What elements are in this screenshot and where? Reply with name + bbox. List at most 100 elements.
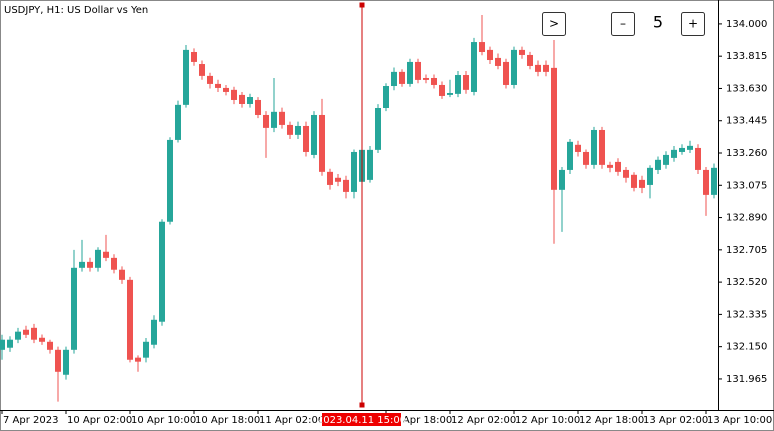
candle-body bbox=[479, 42, 485, 52]
candle-body bbox=[231, 89, 237, 100]
candle-body bbox=[95, 249, 101, 268]
candle-body bbox=[607, 164, 613, 168]
candle-body bbox=[279, 111, 285, 125]
zoom-value: 5 bbox=[653, 13, 663, 32]
candle-body bbox=[239, 94, 245, 104]
candle-body bbox=[455, 75, 461, 94]
crosshair-handle bbox=[359, 402, 365, 408]
candle-body bbox=[447, 92, 453, 95]
y-tick-label: 132.890 bbox=[726, 213, 767, 224]
y-tick-label: 132.335 bbox=[726, 309, 767, 320]
candle-body bbox=[159, 221, 165, 322]
candle-body bbox=[383, 86, 389, 108]
candle-body bbox=[175, 104, 181, 140]
candle-body bbox=[439, 84, 445, 96]
candle-body bbox=[391, 71, 397, 87]
candle-body bbox=[463, 75, 469, 90]
candle-body bbox=[623, 169, 629, 178]
candle-body bbox=[47, 341, 53, 350]
y-tick-label: 133.445 bbox=[726, 116, 767, 127]
candle-body bbox=[431, 77, 437, 85]
button[interactable]: – bbox=[611, 12, 635, 36]
candle-body bbox=[335, 177, 341, 182]
candle-body bbox=[375, 107, 381, 150]
candle-body bbox=[135, 357, 141, 362]
candle-body bbox=[79, 261, 85, 268]
candle-body bbox=[311, 114, 317, 155]
candle-body bbox=[343, 179, 349, 192]
candle-body bbox=[407, 61, 413, 84]
candle-body bbox=[0, 339, 5, 350]
button-label[interactable]: + bbox=[688, 17, 698, 31]
candle-body bbox=[255, 99, 261, 115]
y-tick-label: 132.150 bbox=[726, 342, 767, 353]
candle-body bbox=[487, 49, 493, 61]
x-tick-label: 10 Apr 02:00 bbox=[67, 415, 132, 426]
candle-body bbox=[151, 319, 157, 345]
y-tick-label: 133.815 bbox=[726, 51, 767, 62]
button-label[interactable]: > bbox=[549, 17, 559, 31]
candle-body bbox=[503, 61, 509, 85]
candle-body bbox=[327, 171, 333, 185]
x-tick-label: 10 Apr 10:00 bbox=[131, 415, 196, 426]
candle-body bbox=[471, 42, 477, 92]
candle-body bbox=[679, 147, 685, 152]
candle-body bbox=[535, 64, 541, 72]
candle-body bbox=[23, 329, 29, 335]
x-tick-label: 7 Apr 2023 bbox=[3, 415, 58, 426]
x-tick-label: 13 Apr 02:00 bbox=[643, 415, 708, 426]
candle-body bbox=[87, 261, 93, 268]
candle-body bbox=[39, 337, 45, 342]
candle-body bbox=[423, 77, 429, 80]
candle-body bbox=[303, 125, 309, 152]
candle-body bbox=[223, 87, 229, 92]
candle-body bbox=[511, 49, 517, 85]
candle-body bbox=[143, 341, 149, 358]
y-tick-label: 133.630 bbox=[726, 83, 767, 94]
candle-body bbox=[519, 49, 525, 55]
y-tick-label: 132.520 bbox=[726, 277, 767, 288]
button[interactable]: + bbox=[681, 12, 705, 36]
candle-body bbox=[63, 349, 69, 375]
candle-body bbox=[119, 269, 125, 280]
button-label[interactable]: – bbox=[620, 17, 626, 31]
candle-body bbox=[319, 114, 325, 172]
candle-body bbox=[711, 167, 717, 195]
candle-body bbox=[567, 141, 573, 170]
candle-body bbox=[127, 279, 133, 360]
candle-body bbox=[599, 129, 605, 165]
candle-body bbox=[295, 125, 301, 135]
candle-body bbox=[111, 257, 117, 270]
candle-body bbox=[167, 139, 173, 222]
candle-body bbox=[639, 179, 645, 188]
candle-body bbox=[591, 129, 597, 165]
chart-title: USDJPY, H1: US Dollar vs Yen bbox=[4, 5, 148, 16]
candle-body bbox=[207, 75, 213, 84]
candle-body bbox=[575, 144, 581, 152]
candle-body bbox=[247, 97, 253, 104]
y-tick-label: 131.965 bbox=[726, 374, 767, 385]
candle-body bbox=[31, 327, 37, 340]
button-frame[interactable] bbox=[542, 12, 566, 36]
candle-body bbox=[191, 51, 197, 62]
candle-body bbox=[71, 267, 77, 350]
candle-body bbox=[351, 151, 357, 192]
x-tick-label: 11 Apr 02:00 bbox=[259, 415, 324, 426]
button[interactable]: > bbox=[542, 12, 566, 36]
button-frame[interactable] bbox=[611, 12, 635, 36]
candle-body bbox=[183, 49, 189, 105]
x-tick-label: 12 Apr 18:00 bbox=[579, 415, 644, 426]
candle-body bbox=[655, 159, 661, 170]
y-tick-label: 132.705 bbox=[726, 245, 767, 256]
button-frame[interactable] bbox=[681, 12, 705, 36]
x-tick-label: 11 Apr 18:00 bbox=[387, 415, 452, 426]
candle-body bbox=[263, 114, 269, 128]
x-tick-label: 13 Apr 10:00 bbox=[707, 415, 772, 426]
crosshair-label-box bbox=[322, 413, 401, 426]
candle-body bbox=[103, 251, 109, 258]
candle-body bbox=[399, 71, 405, 84]
candle-body bbox=[415, 61, 421, 80]
candle-body bbox=[647, 167, 653, 185]
